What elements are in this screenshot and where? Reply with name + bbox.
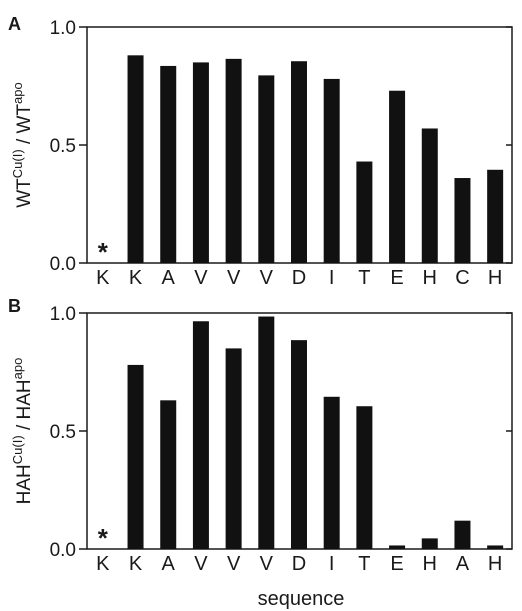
bar [356, 406, 373, 549]
x-tick-label: I [329, 553, 335, 575]
x-tick-label: H [488, 553, 502, 575]
bar [225, 58, 242, 263]
bar [127, 364, 144, 549]
x-tick-label: V [194, 553, 208, 575]
bar [225, 348, 242, 549]
x-tick-label: E [390, 267, 403, 289]
x-tick-label: D [292, 553, 306, 575]
x-tick-label: H [423, 267, 437, 289]
x-tick-label: T [358, 267, 370, 289]
bar [258, 316, 275, 549]
bar [192, 62, 209, 264]
panel-letter: A [8, 14, 21, 34]
x-tick-label: H [488, 267, 502, 289]
bar [291, 61, 307, 263]
bar [323, 396, 340, 549]
y-tick-label: 0.5 [50, 422, 76, 443]
bar [421, 128, 438, 263]
bar [487, 169, 504, 263]
x-tick-label: T [358, 553, 370, 575]
x-tick-label: V [227, 267, 241, 289]
bar [389, 545, 406, 549]
bar [192, 321, 209, 549]
bar [356, 161, 373, 263]
x-tick-label: K [129, 267, 143, 289]
panel-letter: B [8, 296, 21, 316]
y-axis-label: WTCu(I) / WTapo [10, 82, 35, 208]
bar [127, 55, 144, 263]
x-tick-label: K [96, 553, 110, 575]
x-axis-label: sequence [258, 588, 345, 610]
absent-marker: * [98, 523, 109, 553]
y-tick-label: 1.0 [50, 304, 76, 325]
bar [487, 545, 504, 549]
x-tick-label: D [292, 267, 306, 289]
absent-marker: * [98, 237, 109, 267]
x-tick-label: A [456, 553, 470, 575]
x-tick-label: K [129, 553, 143, 575]
y-tick-label: 0.0 [50, 540, 76, 561]
bar [160, 65, 177, 263]
x-tick-label: A [162, 267, 176, 289]
y-tick-label: 1.0 [50, 18, 76, 39]
bar [421, 538, 438, 549]
x-tick-label: I [329, 267, 335, 289]
y-axis-label: HAHCu(I) / HAHapo [10, 358, 35, 505]
y-tick-label: 0.5 [50, 136, 76, 157]
bar [454, 178, 471, 263]
x-tick-label: K [96, 267, 110, 289]
y-tick-label: 0.0 [50, 254, 76, 275]
x-tick-label: V [260, 553, 274, 575]
x-tick-label: V [194, 267, 208, 289]
bar [323, 78, 340, 263]
x-tick-label: V [260, 267, 274, 289]
x-tick-label: H [423, 553, 437, 575]
bar [454, 520, 471, 549]
x-tick-label: E [390, 553, 403, 575]
x-tick-label: V [227, 553, 241, 575]
x-tick-label: C [455, 267, 469, 289]
bar [160, 400, 177, 549]
bar [291, 340, 307, 549]
bar [389, 90, 406, 263]
bar [258, 75, 275, 263]
x-tick-label: A [162, 553, 176, 575]
